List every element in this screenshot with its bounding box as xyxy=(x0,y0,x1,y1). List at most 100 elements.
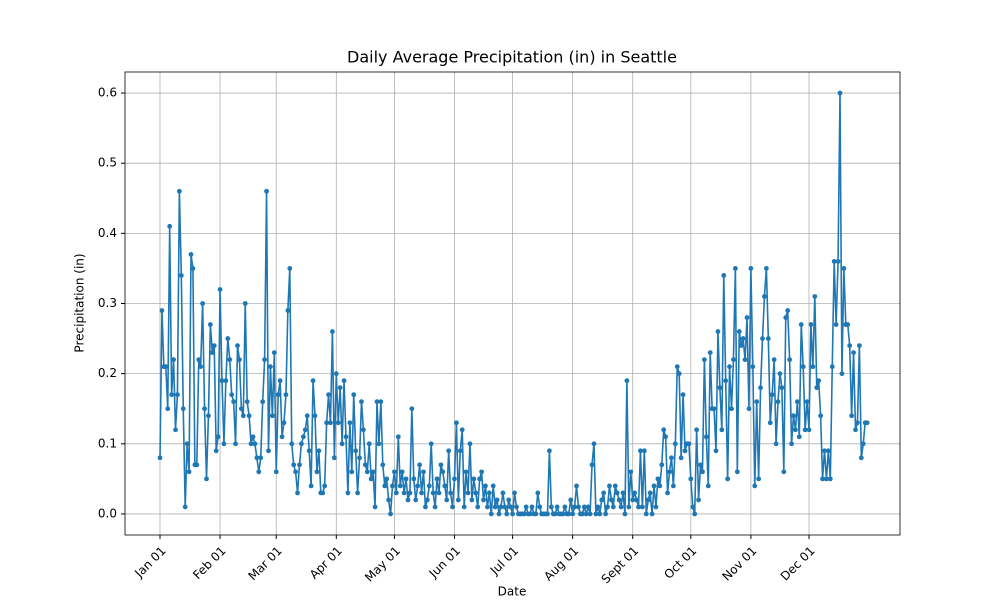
data-point xyxy=(514,504,519,510)
y-axis-label: Precipitation (in) xyxy=(73,253,87,352)
data-point xyxy=(612,483,618,489)
data-point xyxy=(701,357,707,363)
y-tick-label: 0.6 xyxy=(98,86,117,100)
y-tick-label: 0.3 xyxy=(98,296,117,310)
data-point xyxy=(589,462,595,468)
data-point xyxy=(789,441,794,447)
data-point xyxy=(639,504,645,510)
data-point xyxy=(839,371,845,377)
data-point xyxy=(312,413,318,419)
data-point xyxy=(734,469,740,475)
data-point xyxy=(605,504,610,510)
data-point xyxy=(742,357,748,363)
data-point xyxy=(446,448,452,454)
data-point xyxy=(380,462,386,468)
data-point xyxy=(560,511,566,517)
data-point xyxy=(171,357,176,363)
data-point xyxy=(818,413,824,419)
data-point xyxy=(581,504,587,510)
data-point xyxy=(773,441,779,447)
data-point xyxy=(469,497,475,503)
data-point xyxy=(395,434,401,440)
data-point xyxy=(686,441,692,447)
data-point xyxy=(746,406,752,412)
data-point xyxy=(732,266,738,271)
data-point xyxy=(407,490,413,496)
data-point xyxy=(738,343,744,348)
data-point xyxy=(700,469,705,475)
data-point xyxy=(787,357,793,363)
data-point xyxy=(256,469,262,475)
data-point xyxy=(444,497,450,503)
data-point xyxy=(450,504,455,510)
data-point xyxy=(370,469,376,475)
data-point xyxy=(649,511,655,517)
data-point xyxy=(647,490,653,496)
data-point xyxy=(856,343,862,348)
data-point xyxy=(180,406,186,412)
data-point xyxy=(209,350,215,356)
data-point xyxy=(399,469,405,475)
data-point xyxy=(250,434,256,440)
data-point xyxy=(184,441,190,447)
data-point xyxy=(285,308,291,313)
data-point xyxy=(483,483,488,489)
data-point xyxy=(535,490,541,496)
data-point xyxy=(175,392,180,398)
data-point xyxy=(504,511,510,517)
data-point xyxy=(423,504,428,510)
data-point xyxy=(455,497,461,503)
data-point xyxy=(299,441,304,447)
series-line xyxy=(159,92,868,515)
data-point xyxy=(498,504,504,510)
data-point xyxy=(744,315,750,320)
data-point xyxy=(167,223,173,229)
data-point xyxy=(771,357,777,363)
data-point xyxy=(481,497,486,503)
data-point xyxy=(756,476,762,482)
data-point xyxy=(750,364,756,370)
y-tick-label: 0.5 xyxy=(98,156,117,170)
data-point xyxy=(178,273,184,278)
data-point xyxy=(475,504,481,510)
data-point xyxy=(762,294,767,299)
data-point xyxy=(740,336,746,341)
data-point xyxy=(366,441,372,447)
data-point xyxy=(335,420,341,426)
data-point xyxy=(339,441,345,447)
data-point xyxy=(401,490,407,496)
data-point xyxy=(308,483,314,489)
data-point xyxy=(626,504,632,510)
data-point xyxy=(496,511,502,517)
data-point xyxy=(587,511,593,517)
data-point xyxy=(415,483,421,489)
data-point xyxy=(306,448,312,454)
data-point xyxy=(376,441,382,447)
data-point xyxy=(374,399,380,405)
chart-title: Daily Average Precipitation (in) in Seat… xyxy=(347,48,677,67)
data-point xyxy=(579,511,585,517)
data-point xyxy=(645,497,651,503)
data-point xyxy=(601,490,607,496)
data-point xyxy=(835,259,841,264)
data-point xyxy=(552,511,558,517)
data-point xyxy=(628,469,634,475)
data-point xyxy=(353,448,359,454)
data-point xyxy=(157,455,163,461)
plot-frame xyxy=(124,71,901,536)
data-point xyxy=(608,497,614,503)
data-point xyxy=(548,504,554,510)
data-point xyxy=(206,413,211,419)
data-point xyxy=(678,455,684,461)
data-point xyxy=(440,469,446,475)
data-point xyxy=(825,448,831,454)
data-point xyxy=(783,315,789,320)
data-point xyxy=(159,308,165,313)
data-point xyxy=(760,336,765,341)
data-point xyxy=(855,420,860,426)
data-point xyxy=(331,455,337,461)
data-point xyxy=(357,455,362,461)
data-point xyxy=(289,441,295,447)
data-point xyxy=(793,427,798,433)
data-point xyxy=(355,490,361,496)
